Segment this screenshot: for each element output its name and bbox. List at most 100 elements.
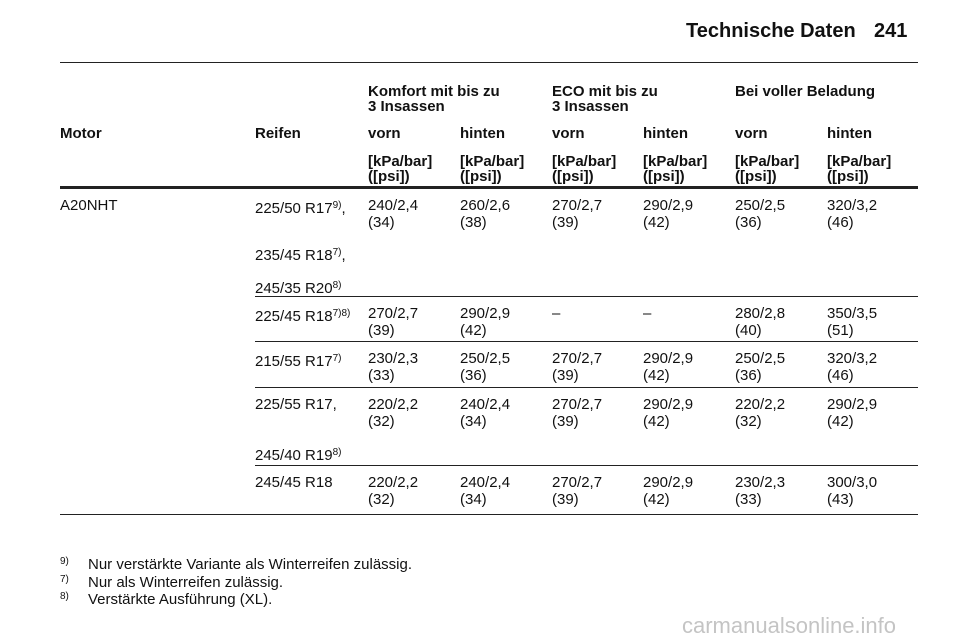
pressure: 290/2,9 (827, 396, 878, 413)
unit-label: [kPa/bar] (735, 153, 800, 170)
pressure: 230/2,3 (368, 350, 419, 367)
tire-size: 215/55 R17 (255, 353, 333, 370)
tire: 245/45 R18 (255, 474, 333, 491)
unit-label: [kPa/bar] (643, 153, 708, 170)
tire: 225/45 R187)8) (255, 305, 350, 325)
pressure: (39) (368, 322, 395, 339)
pressure: (32) (368, 413, 395, 430)
pressure: (51) (827, 322, 854, 339)
pressure: (34) (460, 491, 487, 508)
pressure: 230/2,3 (735, 474, 786, 491)
pressure: (38) (460, 214, 487, 231)
page-number: 241 (874, 20, 908, 42)
pressure: (46) (827, 214, 854, 231)
group-header: 3 Insassen (368, 98, 445, 115)
pressure: 290/2,9 (460, 305, 511, 322)
pressure: (42) (827, 413, 854, 430)
motor: A20NHT (60, 197, 118, 214)
column-header: Motor (60, 125, 102, 142)
unit-label: ([psi]) (368, 168, 410, 185)
pressure: 290/2,9 (643, 474, 694, 491)
tire: 225/50 R179), (255, 197, 346, 217)
pressure: 320/3,2 (827, 197, 878, 214)
tire-size: 225/50 R17 (255, 200, 333, 217)
pressure: 270/2,7 (552, 197, 603, 214)
pressure: (42) (460, 322, 487, 339)
row-rule (255, 341, 918, 342)
pressure: 270/2,7 (552, 474, 603, 491)
pressure: 220/2,2 (368, 396, 419, 413)
footnote-ref: 7) (332, 247, 342, 258)
pressure: 240/2,4 (460, 474, 511, 491)
pressure: (32) (368, 491, 395, 508)
footnote-text: Nur als Winterreifen zulässig. (88, 573, 284, 591)
pressure: 240/2,4 (460, 396, 511, 413)
column-header: vorn (735, 125, 768, 142)
unit-label: [kPa/bar] (460, 153, 525, 170)
footnote-ref: 7) (332, 353, 342, 364)
row-rule (255, 387, 918, 388)
pressure: 250/2,5 (735, 197, 786, 214)
pressure: (36) (735, 367, 762, 384)
pressure: (34) (460, 413, 487, 430)
page-title: Technische Daten (686, 20, 856, 42)
pressure: 270/2,7 (552, 396, 603, 413)
unit-label: [kPa/bar] (827, 153, 892, 170)
pressure: (46) (827, 367, 854, 384)
tire-size: 235/45 R18 (255, 247, 333, 264)
pressure: 320/3,2 (827, 350, 878, 367)
pressure: (43) (827, 491, 854, 508)
pressure: 290/2,9 (643, 197, 694, 214)
footnote-mark: 7) (60, 573, 69, 585)
group-header: 3 Insassen (552, 98, 629, 115)
watermark: carmanualsonline.info (682, 613, 897, 638)
tire: 235/45 R187), (255, 244, 346, 264)
pressure: (33) (368, 367, 395, 384)
tire-size: 245/40 R19 (255, 447, 333, 464)
unit-label: ([psi]) (827, 168, 869, 185)
group-header: Bei voller Beladung (735, 83, 876, 100)
pressure: 220/2,2 (368, 474, 419, 491)
pressure: (39) (552, 367, 579, 384)
pressure: 250/2,5 (460, 350, 511, 367)
pressure: (33) (735, 491, 762, 508)
pressure: – (552, 305, 561, 322)
pressure: 290/2,9 (643, 350, 694, 367)
column-header: vorn (552, 125, 585, 142)
pressure: 280/2,8 (735, 305, 786, 322)
tire-size: 245/45 R18 (255, 474, 333, 491)
pressure: – (643, 305, 652, 322)
column-header: Reifen (255, 125, 301, 142)
pressure: (40) (735, 322, 762, 339)
column-header: vorn (368, 125, 401, 142)
pressure: (32) (735, 413, 762, 430)
column-header: hinten (827, 125, 872, 142)
pressure: (42) (643, 413, 670, 430)
pressure: 350/3,5 (827, 305, 878, 322)
unit-label: ([psi]) (460, 168, 502, 185)
row-rule (255, 296, 918, 297)
footnote-mark: 9) (60, 556, 69, 567)
unit-label: [kPa/bar] (368, 153, 433, 170)
row-rule (60, 514, 918, 515)
footnote-ref: 7)8) (332, 308, 351, 319)
column-header: hinten (643, 125, 688, 142)
unit-label: ([psi]) (643, 168, 685, 185)
pressure: (36) (460, 367, 487, 384)
pressure: 290/2,9 (643, 396, 694, 413)
unit-label: [kPa/bar] (552, 153, 617, 170)
footnote-ref: 9) (332, 200, 342, 211)
tire-size: 225/45 R18 (255, 308, 333, 325)
tire: 215/55 R177) (255, 350, 341, 370)
footnote-text: Verstärkte Ausführung (XL). (88, 591, 273, 608)
pressure: 270/2,7 (368, 305, 419, 322)
pressure: 270/2,7 (552, 350, 603, 367)
tire: 225/55 R17, (255, 396, 337, 413)
row-rule (255, 465, 918, 466)
header-rule (60, 62, 918, 63)
unit-label: ([psi]) (735, 168, 777, 185)
punctuation: , (341, 200, 346, 217)
pressure: (39) (552, 491, 579, 508)
pressure: (42) (643, 214, 670, 231)
pressure: (39) (552, 214, 579, 231)
